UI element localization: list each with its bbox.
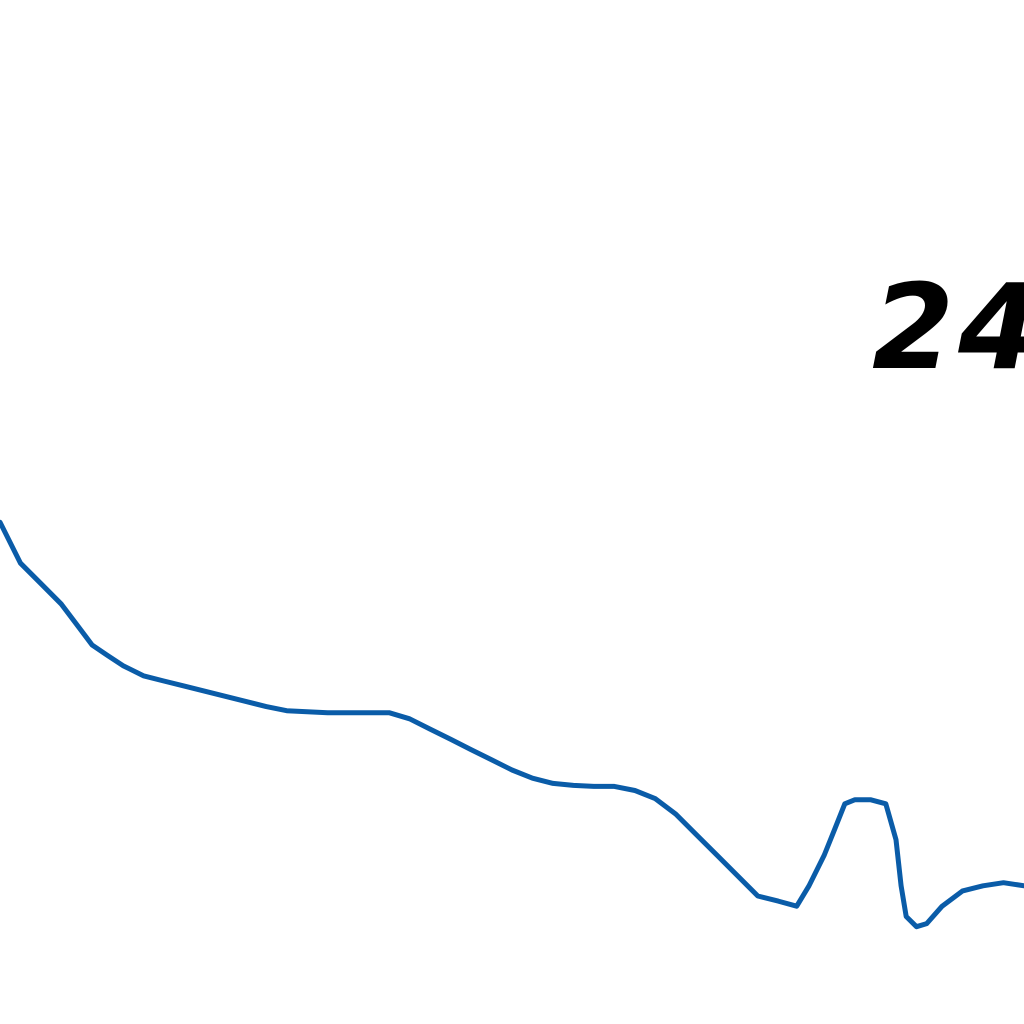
series-line-0 [0, 519, 1024, 930]
chart-annotation-label: 24 [872, 258, 1024, 396]
series-layer [0, 519, 1024, 930]
